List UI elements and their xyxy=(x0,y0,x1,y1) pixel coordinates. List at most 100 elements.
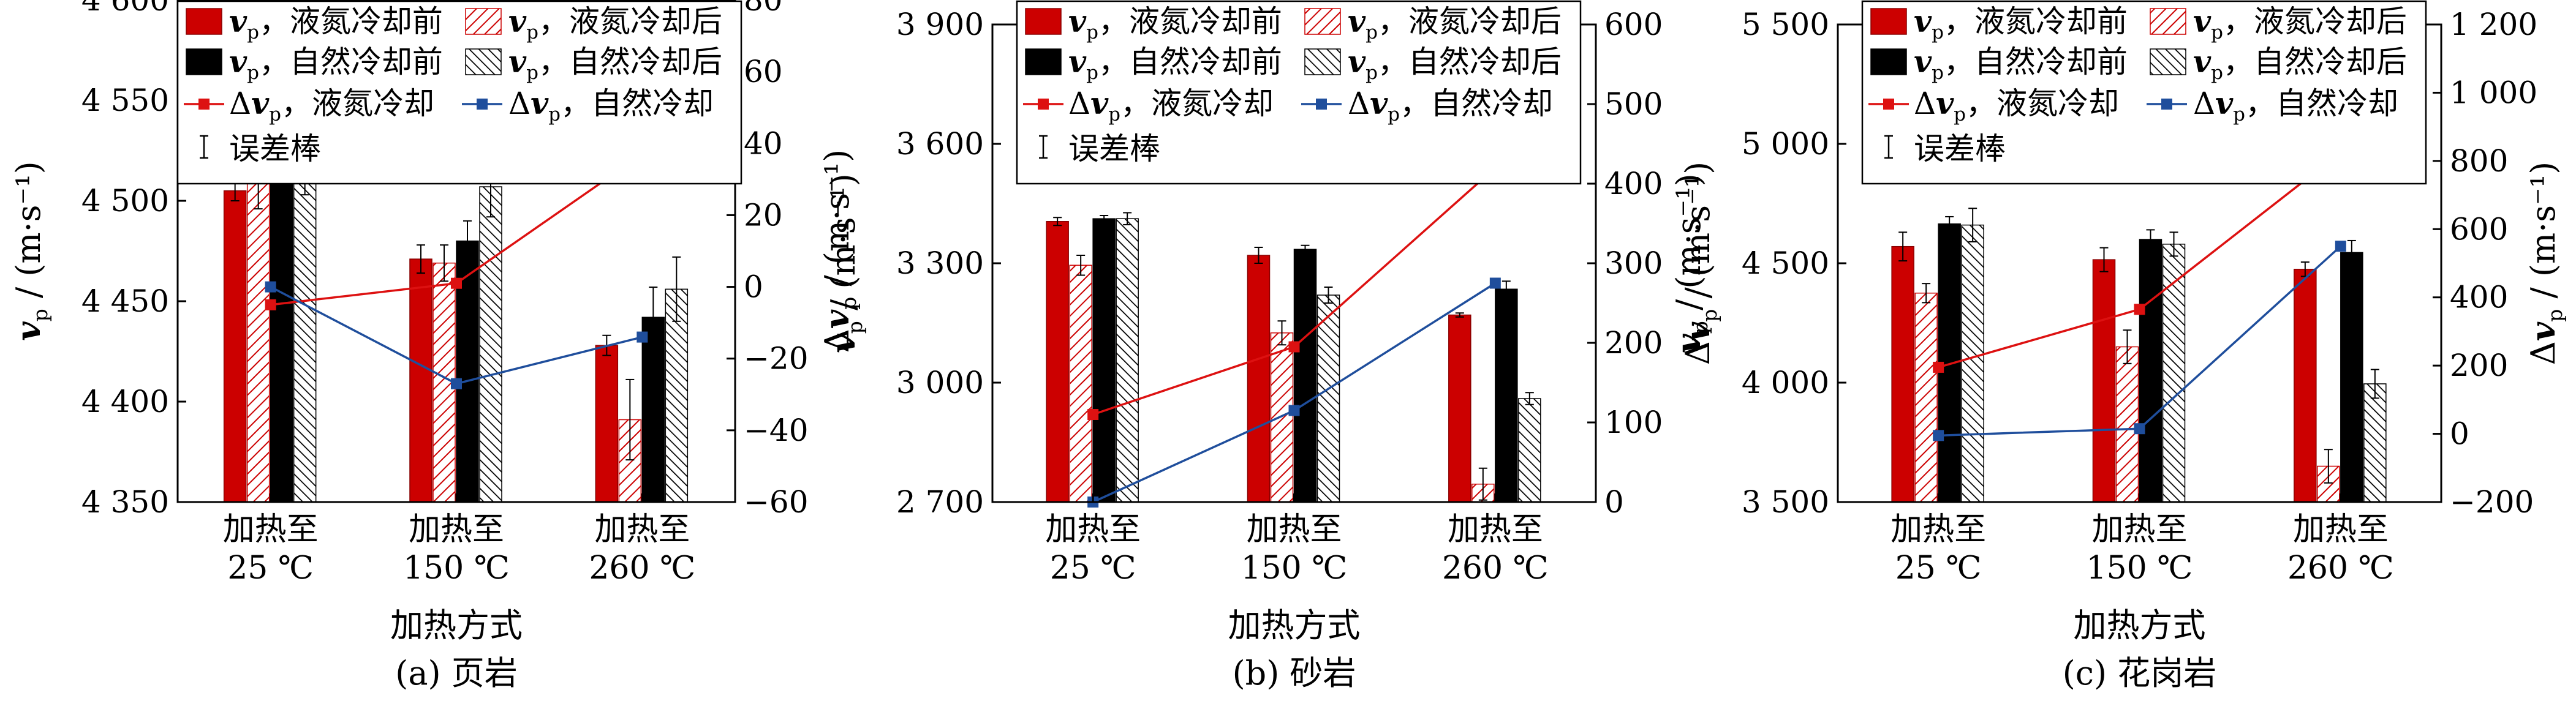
bar xyxy=(1092,218,1116,503)
legend-label: vp，液氮冷却后 xyxy=(508,3,722,43)
x-tick-label: 25 ℃ xyxy=(1895,550,1982,587)
y-right-tick-label: 0 xyxy=(1604,484,1624,520)
bars xyxy=(223,148,689,503)
y-left-ticks: 2 700 3 000 3 300 3 600 3 900 xyxy=(896,7,1001,520)
bar xyxy=(2092,259,2116,503)
error-bar xyxy=(1455,312,1464,318)
y-right-tick-label: −20 xyxy=(744,341,809,377)
error-bar xyxy=(1254,247,1263,264)
legend-label: Δvp，液氮冷却 xyxy=(1914,85,2119,126)
y-right-tick-label: 1 000 xyxy=(2450,75,2537,110)
error-bar xyxy=(1501,280,1511,298)
bar xyxy=(2340,252,2363,503)
y-right-tick-label: 500 xyxy=(1604,86,1663,122)
y-right-tick-label: 0 xyxy=(2450,416,2469,452)
legend-label: Δvp，自然冷却 xyxy=(508,85,714,126)
legend-line-ln xyxy=(1868,99,1909,110)
legend-error-bar-icon xyxy=(1884,135,1893,159)
legend-swatch xyxy=(1304,48,1341,75)
legend-box xyxy=(1861,0,2427,185)
delta-point xyxy=(1933,430,1944,441)
y-right-tick-label: 40 xyxy=(744,126,783,161)
legend-label: vp，自然冷却前 xyxy=(1068,43,1282,84)
y-right-tick-label: 300 xyxy=(1604,246,1663,281)
legend-label: vp，液氮冷却后 xyxy=(2193,3,2407,43)
legend-label: 误差棒 xyxy=(1068,131,1160,167)
legend-label: vp，自然冷却后 xyxy=(508,43,722,84)
legend-swatch xyxy=(1304,8,1341,35)
y-left-tick-label: 3 900 xyxy=(896,7,984,42)
bar xyxy=(270,176,293,503)
y-left-tick-label: 3 300 xyxy=(896,246,984,281)
y-left-axis-label: vp / (m·s⁻¹) xyxy=(1669,173,1712,353)
error-bar xyxy=(2347,239,2356,265)
bar xyxy=(409,258,432,503)
error-bar xyxy=(2099,247,2109,272)
legend-box xyxy=(176,0,742,185)
y-left-tick-label: 4 450 xyxy=(81,283,169,319)
y-right-tick-label: 800 xyxy=(2450,143,2508,179)
delta-point xyxy=(451,277,462,289)
legend-label: Δvp，液氮冷却 xyxy=(1068,85,1274,126)
legend-swatch xyxy=(2150,48,2186,75)
y-left-axis-label: vp / (m·s⁻¹) xyxy=(9,161,52,340)
chart-panel-3: 3 500 4 000 4 500 5 000 5 500 −200 0 200 400 600 8… xyxy=(1669,0,2567,692)
legend-label: 误差棒 xyxy=(229,131,321,167)
legend-label: 误差棒 xyxy=(1914,131,2006,167)
y-left-axis-label: vp / (m·s⁻¹) xyxy=(823,173,867,353)
error-bar xyxy=(2324,449,2333,484)
x-tick-label: 加热至 xyxy=(1246,511,1342,548)
error-bar xyxy=(1968,208,1977,242)
bar xyxy=(1891,246,1914,503)
legend: vp，液氮冷却前 vp，液氮冷却后 vp，自然冷却前 vp，自然冷却后 Δvp，液氮冷却… xyxy=(1016,0,1582,185)
error-bar xyxy=(649,287,658,348)
y-left-tick-label: 4 500 xyxy=(1742,246,1829,281)
delta-point xyxy=(1288,341,1300,353)
y-left-tick-label: 2 700 xyxy=(896,484,984,520)
y-right-tick-label: 200 xyxy=(2450,348,2508,383)
legend-swatch xyxy=(1025,8,1062,35)
x-tick-label: 加热至 xyxy=(409,511,504,548)
legend-line-nat xyxy=(462,99,502,110)
y-right-axis-label: Δvp / (m·s⁻¹) xyxy=(2523,162,2567,365)
y-right-tick-label: −200 xyxy=(2450,484,2534,520)
delta-point xyxy=(265,281,276,293)
x-axis-label: 加热方式 xyxy=(1228,606,1361,645)
x-tick-label: 260 ℃ xyxy=(1442,550,1549,587)
legend-label: vp，液氮冷却前 xyxy=(1914,3,2128,43)
error-bar xyxy=(1898,231,1908,262)
y-right-ticks: −200 0 200 400 600 800 1 000 1 200 xyxy=(2433,7,2537,520)
bar xyxy=(665,288,689,503)
bar xyxy=(1293,249,1317,503)
y-right-tick-label: 600 xyxy=(1604,7,1663,42)
bars xyxy=(1891,208,2387,503)
bar xyxy=(1116,218,1139,503)
error-bar xyxy=(2123,329,2132,364)
bar xyxy=(223,190,247,503)
y-right-tick-label: 0 xyxy=(744,269,763,305)
legend-label: vp，自然冷却后 xyxy=(2193,43,2407,84)
bar xyxy=(293,176,317,503)
chart-panel-2: 2 700 3 000 3 300 3 600 3 900 0 100 200 300 400 50… xyxy=(823,0,1721,692)
legend-label: vp，自然冷却前 xyxy=(1914,43,2128,84)
x-axis-label: 加热方式 xyxy=(2074,606,2206,645)
x-tick-label: 150 ℃ xyxy=(1241,550,1348,587)
x-tick-label: 加热至 xyxy=(1045,511,1141,548)
legend-label: vp，自然冷却后 xyxy=(1348,43,1562,84)
y-left-tick-label: 3 500 xyxy=(1742,484,1829,520)
legend-label: Δvp，液氮冷却 xyxy=(229,85,434,126)
y-right-tick-label: 600 xyxy=(2450,211,2508,247)
bar xyxy=(2363,383,2387,503)
x-tick-label: 加热至 xyxy=(223,511,319,548)
legend-line-ln xyxy=(184,99,224,110)
legend-swatch xyxy=(1870,8,1907,35)
error-bar xyxy=(1525,392,1534,405)
bar xyxy=(1046,221,1069,503)
legend-error-bar-icon xyxy=(200,135,208,159)
y-right-axis-label: Δvp / (m·s⁻¹) xyxy=(1678,162,1721,365)
error-bar xyxy=(1922,283,1931,304)
